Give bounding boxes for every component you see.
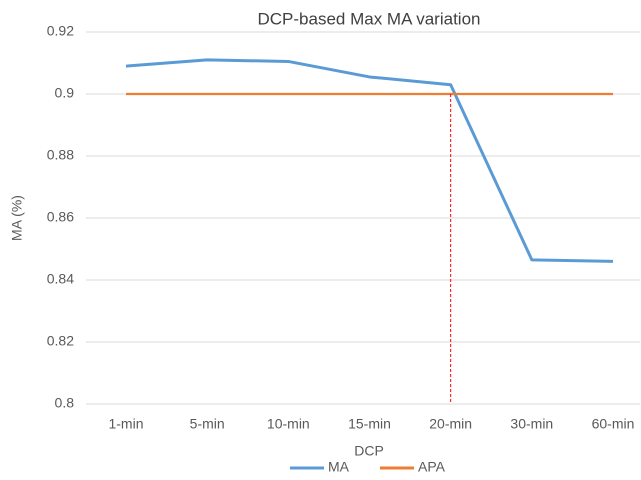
x-tick-label: 15-min: [348, 416, 391, 432]
y-tick-label: 0.86: [47, 209, 74, 225]
legend-label: APA: [418, 459, 446, 475]
x-tick-label: 10-min: [267, 416, 310, 432]
x-tick-label: 60-min: [592, 416, 635, 432]
y-tick-label: 0.8: [55, 395, 75, 411]
x-tick-label: 5-min: [190, 416, 225, 432]
y-tick-label: 0.84: [47, 271, 74, 287]
x-tick-label: 30-min: [510, 416, 553, 432]
y-tick-label: 0.82: [47, 333, 74, 349]
legend-label: MA: [328, 459, 350, 475]
y-tick-label: 0.92: [47, 23, 74, 39]
y-tick-label: 0.9: [55, 85, 75, 101]
x-axis-label: DCP: [354, 443, 384, 459]
chart-title: DCP-based Max MA variation: [258, 9, 481, 28]
y-tick-label: 0.88: [47, 147, 74, 163]
y-axis-label: MA (%): [9, 195, 25, 241]
x-tick-label: 20-min: [429, 416, 472, 432]
series-line: [125, 58, 614, 263]
x-tick-label: 1-min: [108, 416, 143, 432]
